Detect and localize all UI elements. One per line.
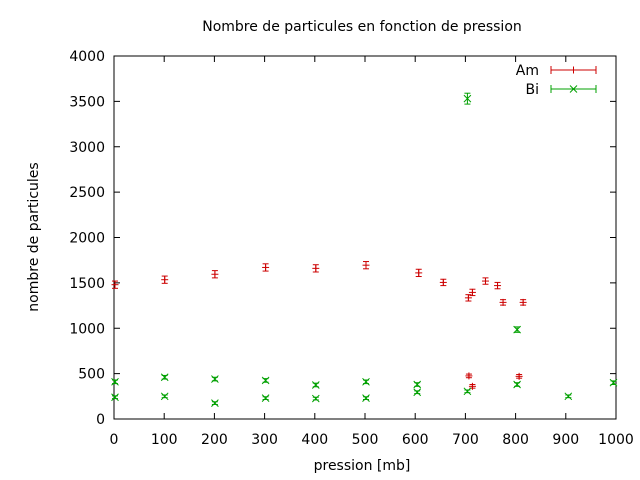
y-tick-label: 3500 [69,94,105,110]
data-point [468,288,476,297]
y-tick-label: 0 [96,412,105,428]
data-point [464,294,472,302]
data-point [161,275,169,284]
data-point [311,394,320,403]
y-tick-label: 4000 [69,49,105,65]
data-point [481,277,489,285]
data-point [515,372,523,380]
data-point [362,394,370,402]
data-point [513,325,521,334]
x-tick-label: 600 [402,432,429,448]
data-point [413,380,422,389]
data-point [362,261,370,270]
data-point [465,372,473,380]
data-point [262,263,270,272]
x-tick-label: 0 [110,432,119,448]
data-point [463,92,472,105]
data-point [463,387,472,396]
plot-frame [113,55,617,420]
x-tick-label: 200 [201,432,228,448]
data-point [609,378,618,387]
data-point [111,393,119,402]
x-tick-label: 400 [301,432,328,448]
data-point [211,270,219,279]
data-point [564,392,573,401]
legend-label: Bi [526,82,540,98]
data-point [513,380,521,389]
x-tick-label: 700 [452,432,479,448]
legend: Am Bi [516,63,597,98]
data-point [261,376,270,385]
legend-label: Am [516,63,539,79]
data-point [312,264,320,273]
y-axis-label: nombre de particules [26,162,42,311]
legend-item-bi: Bi [526,82,597,98]
plot-area [113,55,617,420]
data-point [439,278,447,287]
data-point [261,394,270,402]
y-tick-label: 1000 [69,321,105,337]
data-point [494,281,502,290]
y-axis-ticks: 0 500 1000 1500 2000 2500 3000 3500 4000 [69,49,616,428]
data-point [311,381,320,389]
data-point [362,377,370,386]
x-tick-label: 500 [352,432,379,448]
x-axis-ticks: 0 100 200 300 400 500 600 700 800 900 1000 [110,56,634,448]
data-point [415,268,423,278]
series-am [111,261,527,390]
y-tick-label: 2500 [69,185,105,201]
data-point [111,280,119,289]
x-axis-label: pression [mb] [314,458,411,474]
data-point [160,392,169,401]
legend-item-am: Am [516,63,597,79]
data-point [499,298,507,306]
data-point [468,382,476,390]
data-point [519,298,527,306]
data-point [160,373,169,382]
y-tick-label: 500 [78,367,105,383]
series-bi [111,92,618,407]
x-tick-label: 1000 [598,432,634,448]
x-tick-label: 900 [552,432,579,448]
chart-title: Nombre de particules en fonction de pres… [202,19,522,35]
data-point [111,377,119,386]
data-series [111,92,618,407]
x-tick-label: 100 [151,432,178,448]
x-tick-label: 800 [502,432,529,448]
x-tick-label: 300 [251,432,278,448]
data-point [211,399,219,407]
data-point [413,388,422,397]
y-tick-label: 3000 [69,140,105,156]
data-point [211,375,219,383]
y-tick-label: 2000 [69,231,105,247]
y-tick-label: 1500 [69,276,105,292]
